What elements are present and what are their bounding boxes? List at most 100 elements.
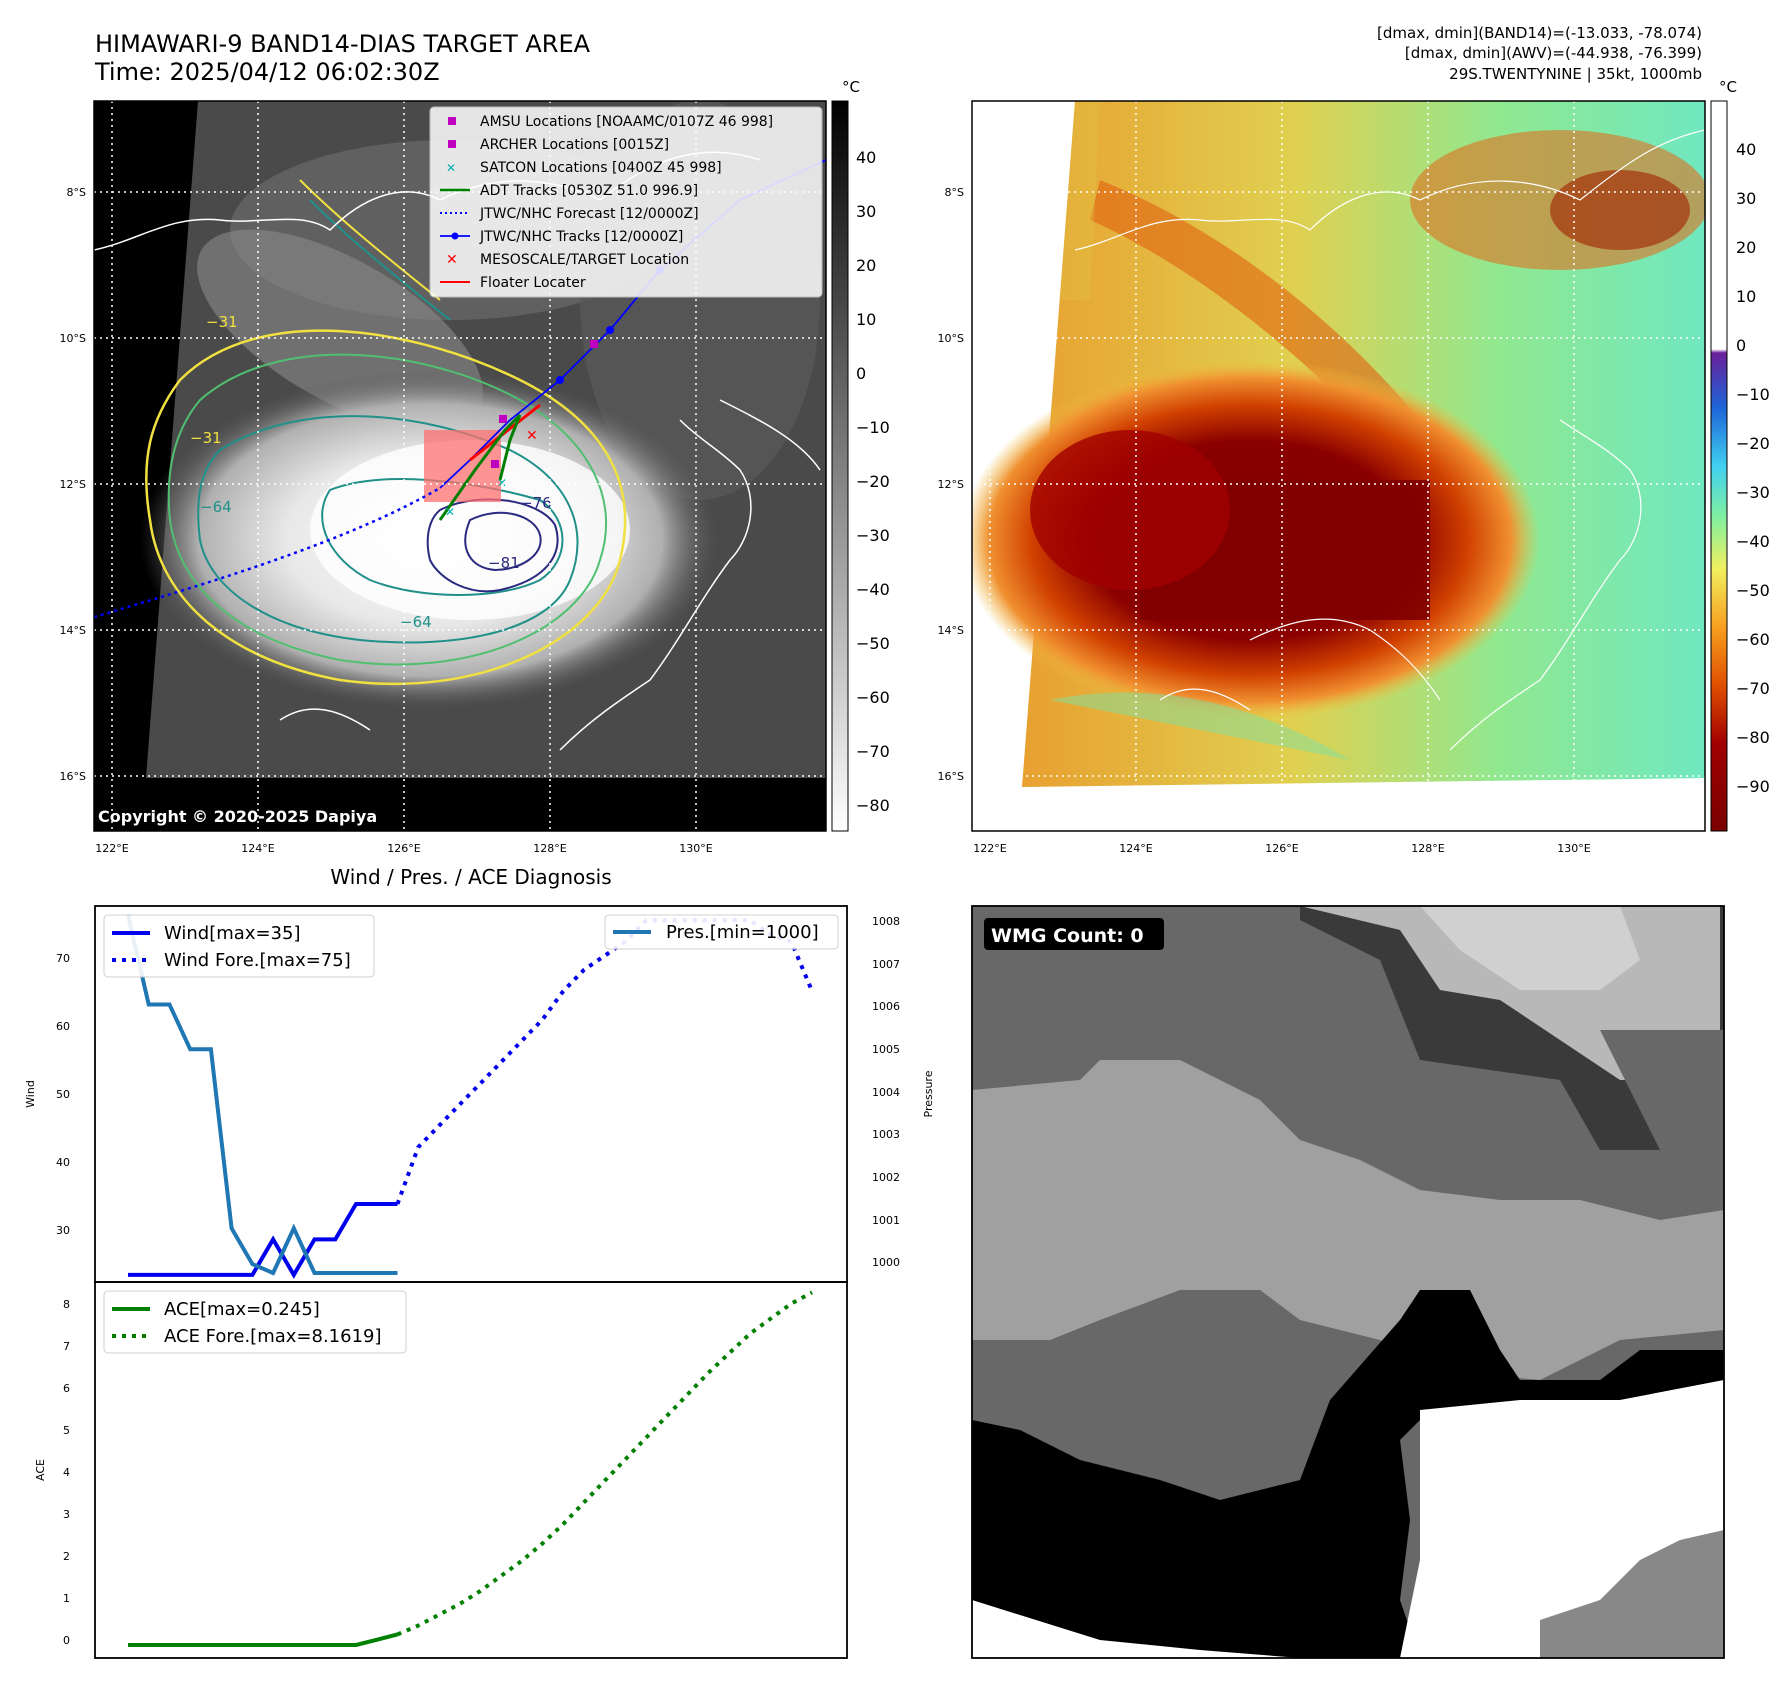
contour-label: −64 [200, 498, 232, 516]
svg-text:−90: −90 [1736, 777, 1770, 796]
svg-text:ACE Fore.[max=8.1619]: ACE Fore.[max=8.1619] [164, 1326, 382, 1347]
svg-text:6: 6 [63, 1382, 70, 1395]
svg-text:16°S: 16°S [938, 770, 964, 783]
svg-text:16°S: 16°S [60, 770, 86, 783]
svg-text:−20: −20 [856, 472, 890, 491]
wmg-count: WMG Count: 0 [991, 925, 1144, 947]
svg-text:ACE[max=0.245]: ACE[max=0.245] [164, 1299, 320, 1320]
svg-text:−30: −30 [856, 526, 890, 545]
svg-text:−70: −70 [856, 742, 890, 761]
svg-text:−70: −70 [1736, 679, 1770, 698]
ir-colorbar: °C 40 30 20 10 0 −10 −20 −30 −40 −50 −60… [831, 78, 890, 832]
series-wind [128, 1202, 398, 1279]
series-ace-forecast [396, 1290, 813, 1637]
svg-text:−10: −10 [856, 418, 890, 437]
pressure-legend: Pres.[min=1000] [604, 914, 839, 950]
svg-text:10°S: 10°S [60, 332, 86, 345]
svg-text:8°S: 8°S [67, 186, 86, 199]
svg-text:30: 30 [856, 202, 876, 221]
awv-colorbar: °C 40 30 20 10 0 −10 −20 −30 −40 −50 −60… [1710, 78, 1770, 832]
ir-lon-ticks: 122°E 124°E 126°E 128°E 130°E [95, 842, 712, 855]
svg-text:12°S: 12°S [60, 478, 86, 491]
svg-text:1003: 1003 [872, 1128, 900, 1141]
svg-text:Wind[max=35]: Wind[max=35] [164, 923, 301, 944]
svg-text:14°S: 14°S [938, 624, 964, 637]
svg-text:0: 0 [1736, 336, 1746, 355]
svg-text:1004: 1004 [872, 1086, 900, 1099]
svg-text:✕: ✕ [497, 476, 507, 490]
svg-text:2: 2 [63, 1550, 70, 1563]
svg-text:1007: 1007 [872, 958, 900, 971]
svg-text:−40: −40 [1736, 532, 1770, 551]
legend-jtwc-forecast: JTWC/NHC Forecast [12/0000Z] [479, 206, 699, 222]
storm-id: 29S.TWENTYNINE | 35kt, 1000mb [1449, 65, 1702, 83]
svg-text:126°E: 126°E [387, 842, 420, 855]
contour-label: −76 [520, 494, 552, 512]
svg-text:1008: 1008 [872, 915, 900, 928]
legend-satcon: SATCON Locations [0400Z 45 998] [480, 160, 722, 176]
svg-text:7: 7 [63, 1340, 70, 1353]
svg-text:10: 10 [856, 310, 876, 329]
map-time: Time: 2025/04/12 06:02:30Z [94, 58, 440, 86]
svg-text:✕: ✕ [526, 428, 538, 444]
series-pressure [126, 914, 398, 1276]
svg-text:124°E: 124°E [1119, 842, 1152, 855]
svg-text:−60: −60 [1736, 630, 1770, 649]
ace-legend: ACE[max=0.245] ACE Fore.[max=8.1619] [103, 1290, 407, 1354]
ace-ylabel: ACE [34, 1459, 47, 1481]
contour-label: −64 [400, 613, 432, 631]
svg-text:40: 40 [56, 1156, 70, 1169]
wind-ticks: 70 60 50 40 30 [56, 952, 70, 1237]
svg-text:−60: −60 [856, 688, 890, 707]
series-ace [128, 1632, 399, 1647]
diag-title: Wind / Pres. / ACE Diagnosis [330, 865, 611, 889]
contour-label: −31 [206, 313, 238, 331]
ace-axes [94, 1281, 848, 1659]
svg-text:−10: −10 [1736, 385, 1770, 404]
legend-jtwc-tracks: JTWC/NHC Tracks [12/0000Z] [479, 229, 683, 245]
svg-text:50: 50 [56, 1088, 70, 1101]
svg-text:−20: −20 [1736, 434, 1770, 453]
svg-text:✕: ✕ [446, 252, 458, 268]
svg-text:0: 0 [856, 364, 866, 383]
svg-text:−30: −30 [1736, 483, 1770, 502]
svg-text:128°E: 128°E [1411, 842, 1444, 855]
svg-text:14°S: 14°S [60, 624, 86, 637]
wmg-panel: WMG Count: 0 [971, 905, 1725, 1659]
stats-awv: [dmax, dmin](AWV)=(-44.938, -76.399) [1405, 44, 1702, 62]
svg-text:1002: 1002 [872, 1171, 900, 1184]
contour-label: −31 [190, 429, 222, 447]
svg-text:1001: 1001 [872, 1214, 900, 1227]
svg-text:20: 20 [1736, 238, 1756, 257]
svg-text:−80: −80 [856, 796, 890, 815]
legend-adt: ADT Tracks [0530Z 51.0 996.9] [480, 183, 698, 199]
legend-amsu: AMSU Locations [NOAAMC/0107Z 46 998] [480, 114, 773, 130]
svg-text:30: 30 [56, 1224, 70, 1237]
svg-text:Wind Fore.[max=75]: Wind Fore.[max=75] [164, 950, 351, 971]
svg-text:30: 30 [1736, 189, 1756, 208]
ir-lat-ticks: 8°S 10°S 12°S 14°S 16°S [60, 186, 86, 783]
series-wind-forecast [395, 918, 814, 1205]
awv-map [972, 101, 1705, 831]
stats-band14: [dmax, dmin](BAND14)=(-13.033, -78.074) [1377, 24, 1702, 42]
contour-label: −81 [488, 554, 520, 572]
legend-archer: ARCHER Locations [0015Z] [480, 137, 669, 153]
ace-ticks: 8 7 6 5 4 3 2 1 0 [63, 1298, 70, 1647]
svg-text:130°E: 130°E [679, 842, 712, 855]
wind-legend: Wind[max=35] Wind Fore.[max=75] [103, 914, 375, 978]
svg-text:°C: °C [842, 78, 860, 96]
svg-text:70: 70 [56, 952, 70, 965]
svg-text:1005: 1005 [872, 1043, 900, 1056]
map-legend: AMSU Locations [NOAAMC/0107Z 46 998] ARC… [429, 106, 823, 298]
svg-text:0: 0 [63, 1634, 70, 1647]
svg-text:122°E: 122°E [95, 842, 128, 855]
svg-text:−50: −50 [1736, 581, 1770, 600]
svg-text:126°E: 126°E [1265, 842, 1298, 855]
svg-text:1006: 1006 [872, 1000, 900, 1013]
svg-text:−80: −80 [1736, 728, 1770, 747]
legend-floater: Floater Locater [480, 275, 586, 291]
pressure-ylabel: Pressure [922, 1070, 935, 1117]
svg-text:°C: °C [1719, 78, 1737, 96]
svg-text:8°S: 8°S [945, 186, 964, 199]
